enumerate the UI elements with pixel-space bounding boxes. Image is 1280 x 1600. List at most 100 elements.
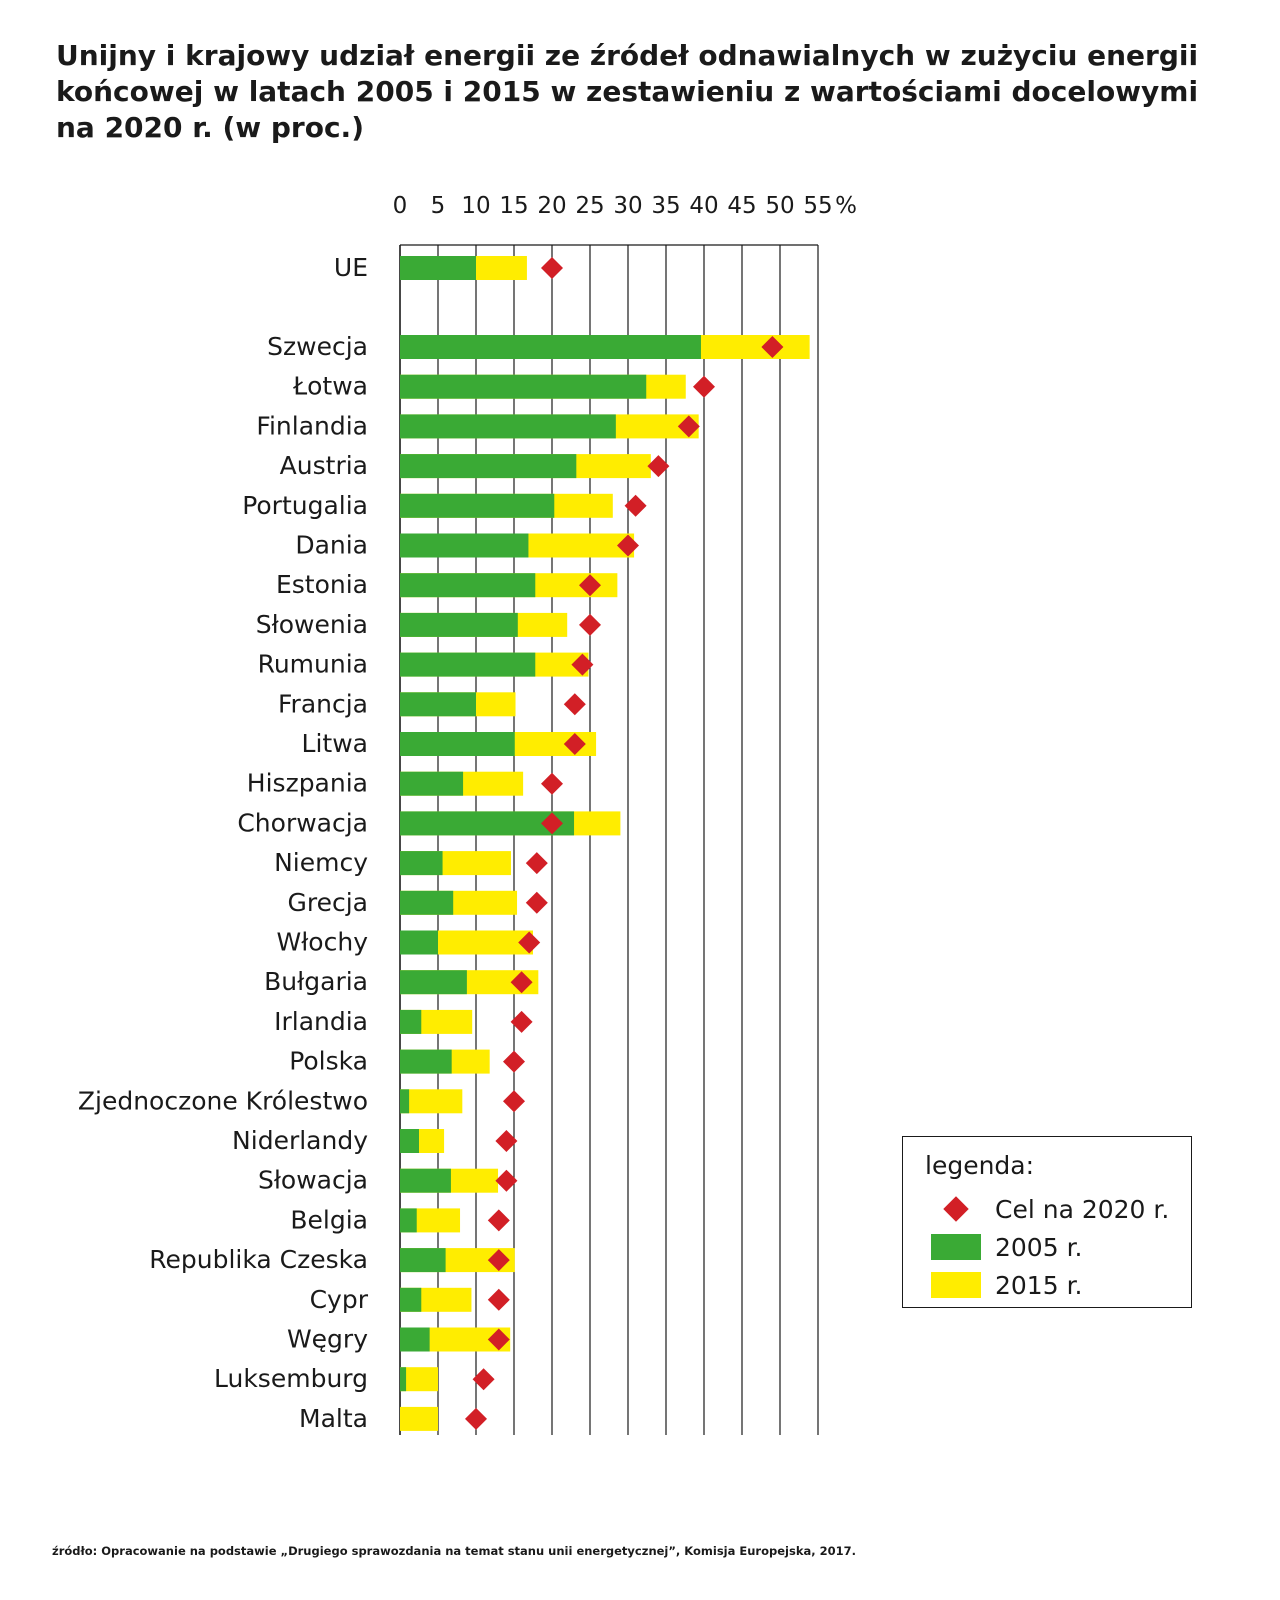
target-marker: [525, 852, 548, 875]
x-tick-label: 0: [393, 193, 408, 219]
x-tick-label: 5: [431, 193, 446, 219]
category-label: Słowacja: [258, 1166, 368, 1195]
bar-2005: [400, 1129, 419, 1153]
target-marker: [518, 931, 541, 954]
x-tick-label: 45: [727, 193, 756, 219]
target-marker: [510, 971, 533, 994]
bar-2005: [400, 335, 701, 359]
category-label: Luksemburg: [214, 1364, 368, 1393]
legend-item-target: Cel na 2020 r.: [931, 1194, 1170, 1224]
bar-2015: [400, 1367, 438, 1392]
legend-label-target: Cel na 2020 r.: [995, 1194, 1170, 1224]
category-label: Polska: [289, 1047, 368, 1076]
target-marker: [541, 772, 563, 795]
bar-2005: [400, 1248, 446, 1273]
target-marker: [563, 733, 586, 755]
x-tick-label: 55: [803, 193, 832, 219]
x-tick-label: 15: [499, 193, 528, 219]
target-marker: [761, 336, 784, 358]
bar-2005: [400, 1089, 410, 1114]
x-unit-label: %: [835, 193, 857, 219]
category-label: Francja: [278, 689, 368, 718]
bar-2005: [400, 374, 647, 399]
bar-2005: [400, 1049, 452, 1074]
chart-title: Unijny i krajowy udział energii ze źróde…: [56, 39, 1199, 144]
bar-2005: [400, 1367, 407, 1392]
target-marker: [647, 455, 670, 478]
category-label: Malta: [299, 1404, 368, 1433]
category-label: Niemcy: [274, 848, 368, 877]
x-tick-label: 20: [537, 193, 566, 219]
bar-2005: [400, 256, 476, 280]
yellow-box-icon: [931, 1272, 981, 1298]
category-label: Rumunia: [258, 650, 368, 679]
bar-2005: [400, 732, 515, 756]
bar-2005: [400, 930, 438, 955]
target-marker: [503, 1050, 525, 1073]
bar-2005: [400, 851, 443, 876]
bar-2005: [400, 493, 555, 518]
bar-2005: [400, 771, 464, 796]
target-marker: [495, 1169, 518, 1192]
target-marker: [677, 415, 700, 438]
legend-label-2015: 2015 r.: [995, 1270, 1083, 1300]
legend: legenda: Cel na 2020 r. 2005 r. 2015 r.: [902, 1136, 1192, 1308]
target-marker: [503, 1090, 525, 1113]
legend-item-2015: 2015 r.: [931, 1270, 1083, 1300]
target-marker: [487, 1328, 510, 1351]
source-note: źródło: Opracowanie na podstawie „Drugie…: [52, 1544, 856, 1558]
green-box-icon: [931, 1234, 981, 1260]
target-marker: [563, 693, 586, 716]
target-marker: [472, 1368, 495, 1391]
bar-2005: [400, 1287, 422, 1312]
category-label: Republika Czeska: [149, 1245, 368, 1274]
category-label: Niderlandy: [232, 1126, 368, 1155]
x-tick-label: 30: [613, 193, 642, 219]
target-marker: [487, 1249, 510, 1272]
category-label: Bułgaria: [264, 967, 368, 996]
bar-2005: [400, 533, 529, 558]
category-label: Estonia: [276, 570, 368, 599]
bar-2005: [400, 1009, 422, 1034]
bar-2005: [400, 612, 518, 637]
bar-2005: [400, 652, 536, 677]
bar-2005: [400, 1168, 451, 1193]
category-label: Słowenia: [256, 610, 368, 639]
bar-2005: [400, 890, 454, 915]
x-tick-label: 40: [689, 193, 718, 219]
target-marker: [624, 494, 647, 517]
category-label: Portugalia: [242, 491, 368, 520]
category-label: Finlandia: [256, 411, 368, 440]
category-label: Zjednoczone Królestwo: [78, 1086, 368, 1115]
bar-2015: [400, 1089, 463, 1114]
target-marker: [579, 574, 601, 597]
category-label: UE: [334, 253, 368, 282]
category-label: Hiszpania: [247, 769, 368, 798]
bar-2005: [400, 414, 616, 439]
target-marker: [487, 1209, 510, 1232]
x-tick-label: 50: [765, 193, 794, 219]
target-marker: [465, 1407, 487, 1430]
bar-2005: [400, 454, 577, 479]
legend-label-2005: 2005 r.: [995, 1232, 1083, 1262]
bar-2005: [400, 1327, 430, 1352]
target-marker: [693, 375, 715, 398]
bar-2005: [400, 970, 467, 995]
bar-chart: 0 5 10 15 20 25 30 35 40 45 50 55 % UE Szwecja Łotwa Fin…: [78, 193, 857, 1435]
target-marker: [541, 257, 563, 279]
target-marker: [525, 891, 548, 914]
category-label: Austria: [280, 451, 368, 480]
category-label: Szwecja: [267, 332, 368, 361]
category-label: Łotwa: [292, 372, 368, 401]
bar-2015: [400, 1406, 438, 1431]
x-tick-label: 25: [575, 193, 604, 219]
legend-title: legenda:: [925, 1151, 1035, 1180]
category-label: Litwa: [302, 729, 368, 758]
x-tick-label: 10: [461, 193, 490, 219]
legend-item-2005: 2005 r.: [931, 1232, 1083, 1262]
category-label: Dania: [295, 531, 368, 560]
red-diamond-icon: [931, 1195, 981, 1223]
target-marker: [541, 812, 563, 835]
category-label: Węgry: [287, 1325, 368, 1354]
target-marker: [487, 1288, 510, 1311]
